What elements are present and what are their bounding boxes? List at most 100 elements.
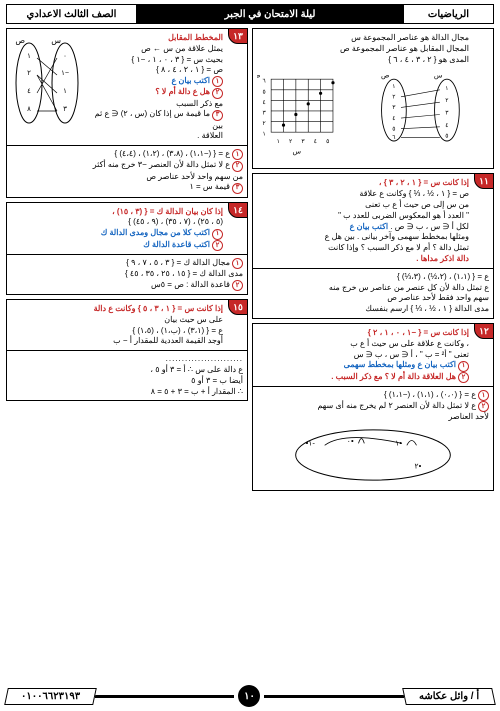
p12-t2: ، وكانت ع علاقة على س حيث أ ع ب [257,339,469,350]
p11-a3: سهم واحد فقط لأحد عناصر ص [257,293,489,304]
footer-rule [95,695,234,698]
bullet-3-icon: ٣ [212,110,223,121]
problem-number: ١٤ [228,202,248,218]
svg-text:−١: −١ [61,70,69,77]
svg-text:٣: ٣ [63,106,67,113]
p11-a2: ع تمثل دالة لأن كل عنصر من عناصر س خرج م… [257,283,489,294]
p11-t5: لكل أ ∈ س ، ب ∈ ص . [390,222,469,231]
svg-text:ص: ص [257,73,261,80]
svg-text:٤: ٤ [263,99,266,106]
svg-text:٦: ٦ [392,135,395,142]
bullet-1-icon: ١ [458,361,469,372]
svg-text:٤: ٤ [27,88,31,95]
p15-a2: أيضا ب = ٣ أو ٥ [11,376,243,387]
p13-b3b: العلاقة . [85,131,223,142]
svg-text:٥: ٥ [326,138,329,145]
p15-t2: على س حيث بيان [11,315,223,326]
ans-2-icon: ٢ [232,280,243,291]
intro-diagram: ٦٥ ٤٣ ٢١ ١٢ ٣٤ ٥ س ص صس [257,67,469,162]
problem-13: ١ ٣ المخطط المقابل يمثل علاقة من س ← ص بح… [6,28,248,198]
page-header: الرياضيات ليلة الامتحان في الجبر الصف ال… [6,4,494,24]
svg-text:٢: ٢ [289,138,292,145]
page-footer: أ / وائل عكاشه ١٠ ٠١٠٠٦٦٢٣١٩٣ [6,685,494,707]
svg-text:١: ١ [263,131,266,138]
svg-text:٣: ٣ [263,110,267,117]
svg-text:-١•: -١• [306,438,316,447]
p11-t7: تمثل دالة ؟ أم لا مع ذكر السبب ؟ وإذا كا… [257,243,469,254]
p13-t1: المخطط المقابل [168,33,223,42]
svg-text:٢: ٢ [445,98,448,105]
p13-b3: ما قيمة س إذا كان (س ، ٢) ∈ ع ثم بين [95,109,223,129]
bullet-2-icon: ٢ [212,240,223,251]
problem-14: ١٤ إذا كان بيان الدالة ك = { (٣ ، ١٥) ، … [6,202,248,295]
p12-b1: اكتب بيان ع ومثلها بمخطط سهمى [344,360,456,369]
p14-a1: مجال الدالة ك = { ٣ ، ٥ ، ٧ ، ٩ } [126,258,230,267]
p14-a2: مدى الدالة ك = { ١٥ ، ٢٥ ، ٣٥ ، ٤٥ } [11,269,243,280]
svg-text:٤: ٤ [314,138,317,145]
svg-text:٢: ٢ [263,120,266,127]
bullet-2-icon: ٢ [212,88,223,99]
svg-text:٥: ٥ [392,126,395,133]
bullet-1-icon: ١ [212,76,223,87]
svg-text:٣: ٣ [392,105,396,112]
p13-t2: يمثل علاقة من س ← ص [85,44,223,55]
p14-b1: اكتب كلا من مجال ومدى الدالة ك [101,228,210,237]
p13-t4: ص = { ١ ، ٢ ، ٤ ، ٨ } [85,65,223,76]
p14-a3: قاعدة الدالة : ص = ٥س [151,280,230,289]
svg-text:ص: ص [381,73,390,80]
svg-text:س: س [51,36,61,45]
svg-text:١: ١ [63,88,67,95]
header-subject: الرياضيات [403,5,493,23]
ans-1-icon: ١ [232,149,243,160]
p12-a3: لأحد العناصر [257,412,489,423]
p13-t3: بحيث س = { ٣ ، ٠ ، ١ ، −١ } [85,55,223,66]
p13-a1: ع = { (−١،١) ، (٣،٨) ، (١،٢) ، (٤،٤) } [114,149,230,158]
p11-a4: مدى الدالة { ١ ، ½ ، ⅓ } ارسم بنفسك [257,304,489,315]
svg-text:٤: ٤ [445,122,448,129]
p11-t2: ص = { ١ ، ½ ، ⅓ } وكانت ع علاقة [257,189,469,200]
svg-text:١: ١ [392,83,395,90]
p13-a3: من سهم واحد لأحد عناصر ص [11,172,243,183]
svg-text:٠: ٠ [63,53,67,60]
ans-1-icon: ١ [232,258,243,269]
p15-t1: إذا كانت س = { ١ ، ٣ ، ٥ } وكانت ع دالة [94,304,223,313]
p15-a3: ∴ المقدار أ + ب = ٣ + ٥ = ٨ [11,387,243,398]
header-title: ليلة الامتحان في الجبر [137,5,403,23]
p13-b2: هل ع دالة أم لا ؟ [155,87,210,96]
p14-t2: (٥ ، ٢٥) ، (٧ ، ٣٥) ، (٩ ، ٤٥) } [11,217,223,228]
p12-a1: ع = { (٠،٠) ، (١،١) ، (−١،١) } [384,390,476,399]
ans-3-icon: ٣ [232,183,243,194]
svg-text:٣: ٣ [301,138,305,145]
svg-text:٢: ٢ [392,94,395,101]
columns: مجال الدالة هو عناصر المجموعة س المجال ا… [6,28,494,678]
footer-phone: ٠١٠٠٦٦٢٣١٩٣ [4,688,97,705]
svg-text:س: س [434,73,443,80]
problem-11: ١١ إذا كانت س = { ١ ، ٢ ، ٣ } ، ص = { ١ … [252,173,494,319]
problem-number: ١١ [474,173,494,189]
svg-text:١: ١ [27,53,31,60]
p11-t3: من س إلى ص حيث أ ع ب تعنى [257,200,469,211]
intro-l2: المجال المقابل هو عناصر المجموعة ص [257,44,469,55]
p12-a2: ع لا تمثل دالة لأن العنصر ٢ لم يخرج منه … [317,401,476,410]
ans-2-icon: ٢ [478,401,489,412]
problem-number: ١٢ [474,323,494,339]
p13-diagram: صس ١٢ ٤٨ ٠−١ ١٣ [11,33,81,142]
problem-number: ١٥ [228,299,248,315]
p11-t8: دالة اذكر مداها . [416,254,469,263]
svg-text:•٢: •٢ [414,462,421,471]
p14-t1: إذا كان بيان الدالة ك = { (٣ ، ١٥) ، [112,207,223,216]
left-column: ١ ٣ المخطط المقابل يمثل علاقة من س ← ص بح… [6,28,248,678]
p11-t4: " العدد أ هو المعكوس الضربى للعدد ب " [257,211,469,222]
p13-b1: اكتب بيان ع [172,76,210,85]
p15-t3: ع = { (٣،١) ، (ب،١) ، (١،٥) } [11,326,223,337]
svg-text:٥: ٥ [445,133,448,140]
problem-15: ١٥ إذا كانت س = { ١ ، ٣ ، ٥ } وكانت ع دا… [6,299,248,401]
svg-text:ص: ص [15,36,25,45]
ans-2-icon: ٢ [232,161,243,172]
p15-a1: ع دالة على س ∴ أ = ٣ أو ٥ ، [11,365,243,376]
svg-text:١: ١ [445,85,448,92]
ans-1-icon: ١ [478,390,489,401]
p11-t6: ومثلها بمخطط سهمى وآخر بيانى . بين هل ع [257,232,469,243]
footer-rule [264,695,403,698]
p12-b2: هل العلاقة دالة أم لا ؟ مع ذكر السبب . [331,372,456,381]
